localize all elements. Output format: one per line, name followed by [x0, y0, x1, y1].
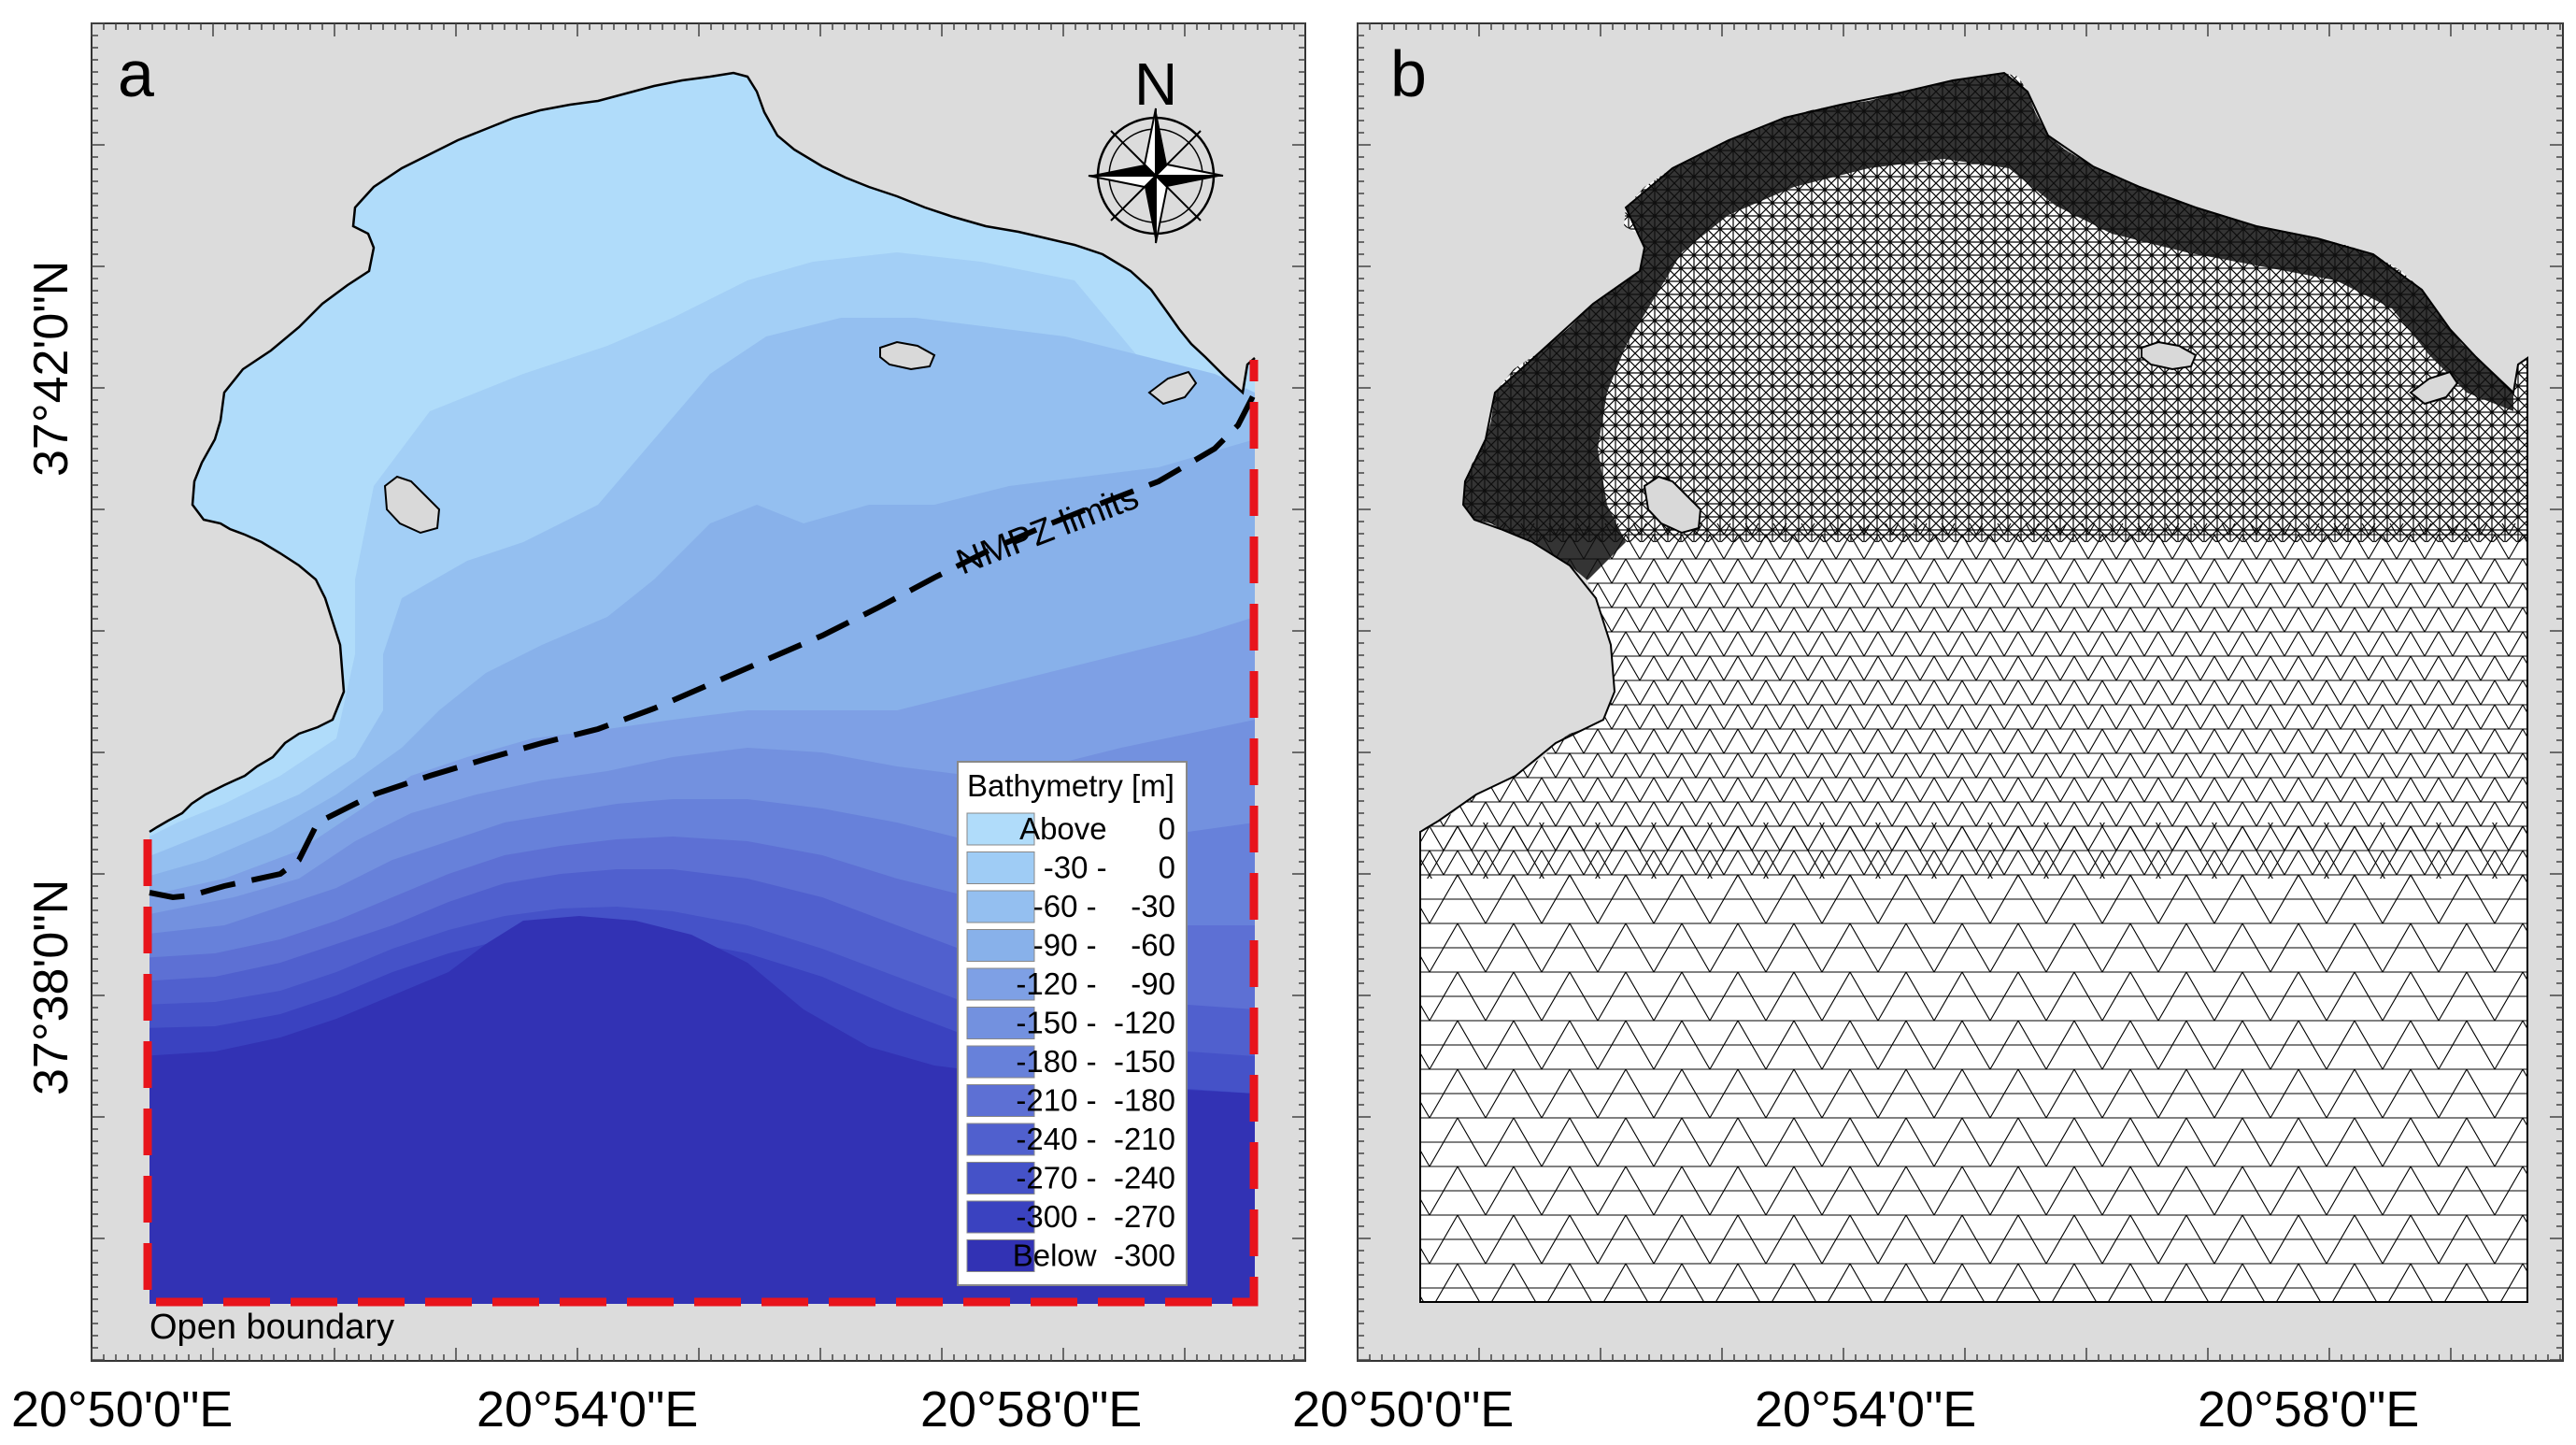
open-boundary-label: Open boundary	[149, 1308, 394, 1347]
legend-label-9: -270 - -240	[1016, 1161, 1175, 1195]
legend-label-5: -150 - -120	[1016, 1006, 1175, 1040]
mesh-outline	[1419, 71, 2528, 1303]
x-tick-label-a-3: 20°58'0"E	[920, 1381, 1142, 1438]
y-axis-labels: 37°42'0"N 37°38'0"N	[24, 261, 78, 1095]
x-tick-label-b-2: 20°54'0"E	[1755, 1381, 1976, 1438]
panel-a-label: a	[118, 37, 154, 110]
legend-swatch-5	[966, 1007, 1035, 1039]
x-axis-labels-a: 20°50'0"E 20°54'0"E 20°58'0"E	[11, 1381, 1142, 1438]
legend-title: Bathymetry [m]	[967, 768, 1174, 803]
legend: Bathymetry [m] Above 0 -30 - 0 -60 - -30 -9…	[957, 761, 1188, 1286]
panel-a-frame-ticks	[91, 22, 1305, 1361]
mesh-island-3	[2409, 370, 2459, 406]
x-axis-labels-b: 20°50'0"E 20°54'0"E 20°58'0"E	[1292, 1381, 2419, 1438]
north-arrow-icon	[1088, 107, 1224, 244]
legend-label-0: Above 0	[1019, 811, 1175, 846]
legend-swatch-6	[966, 1045, 1035, 1079]
panel-a: NMPZ limits Open boundary a N Bathymetry…	[91, 22, 1306, 1362]
legend-label-2: -60 - -30	[1033, 889, 1175, 923]
x-tick-label-a-1: 20°50'0"E	[11, 1381, 233, 1438]
panel-b-frame-ticks	[1357, 22, 2563, 1361]
north-label: N	[1134, 50, 1177, 118]
legend-swatch-3	[966, 929, 1035, 962]
panel-b-label: b	[1390, 37, 1427, 110]
legend-swatch-4	[966, 967, 1035, 1001]
legend-swatch-9	[966, 1162, 1035, 1195]
legend-swatch-10	[966, 1200, 1035, 1234]
x-tick-label-a-2: 20°54'0"E	[477, 1381, 698, 1438]
legend-items: Above 0 -30 - 0 -60 - -30 -90 - -60-120 - -…	[966, 811, 1175, 1273]
legend-swatch-8	[966, 1123, 1035, 1156]
panel-b: b	[1357, 22, 2564, 1362]
open-boundary-line	[143, 360, 1259, 1307]
mesh-island-2	[2141, 340, 2198, 371]
legend-label-1: -30 - 0	[1044, 851, 1175, 885]
coastline	[149, 71, 1256, 834]
nmpz-limits-line	[149, 391, 1258, 901]
island-3	[1147, 370, 1198, 406]
legend-swatch-7	[966, 1084, 1035, 1117]
legend-label-6: -180 - -150	[1016, 1044, 1175, 1079]
legend-swatch-11	[966, 1239, 1035, 1272]
legend-label-10: -300 - -270	[1016, 1199, 1175, 1234]
mesh-island-1	[1643, 475, 1702, 535]
y-tick-label-1: 37°42'0"N	[24, 261, 78, 477]
legend-label-7: -210 - -180	[1016, 1083, 1175, 1118]
legend-label-3: -90 - -60	[1033, 928, 1175, 963]
legend-label-11: Below -300	[1013, 1238, 1175, 1273]
legend-label-8: -240 - -210	[1016, 1122, 1175, 1156]
legend-swatch-1	[966, 851, 1035, 884]
legend-swatch-2	[966, 890, 1035, 923]
legend-swatch-0	[966, 812, 1035, 846]
island-2	[879, 340, 936, 371]
x-tick-label-b-1: 20°50'0"E	[1292, 1381, 1514, 1438]
y-tick-label-2: 37°38'0"N	[24, 880, 78, 1095]
legend-label-4: -120 - -90	[1016, 966, 1175, 1001]
island-1	[383, 475, 441, 535]
x-tick-label-b-3: 20°58'0"E	[2198, 1381, 2419, 1438]
